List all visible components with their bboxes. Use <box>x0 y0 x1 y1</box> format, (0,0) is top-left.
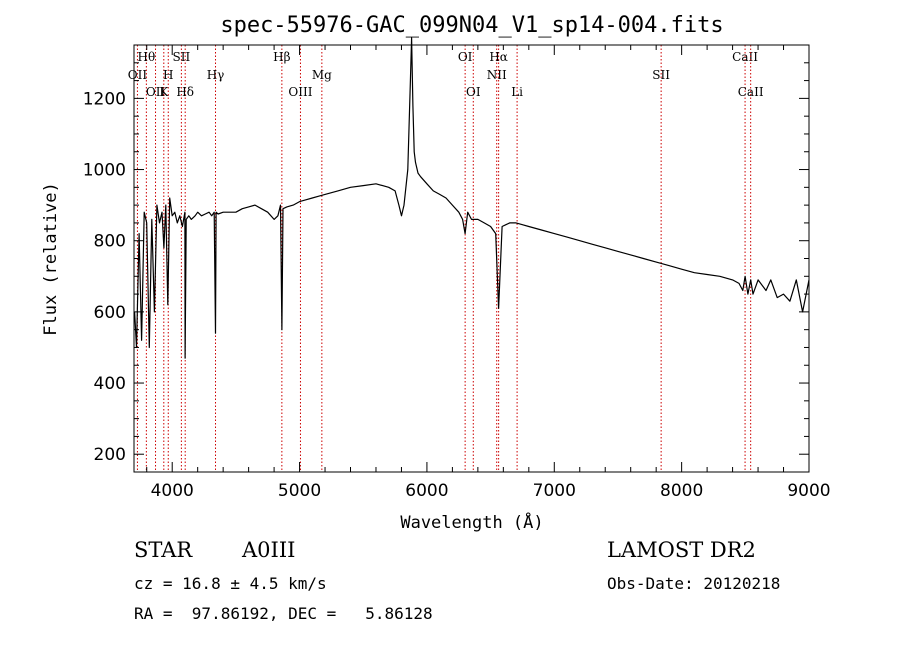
spectral-line-label: SII <box>652 68 670 82</box>
chart-title: spec-55976-GAC_099N04_V1_sp14-004.fits <box>220 13 723 38</box>
spectral-line-label: SII <box>173 50 191 64</box>
spectral-line-label: Li <box>511 85 523 99</box>
spectral-line-label: Hα <box>489 50 508 64</box>
y-tick-label: 1000 <box>83 161 126 181</box>
observation-date: Obs-Date: 20120218 <box>607 574 781 593</box>
spectral-line-label: Hβ <box>273 50 290 64</box>
x-axis-label: Wavelength (Å) <box>400 511 543 533</box>
spectral-line-label: H <box>163 68 173 82</box>
coordinates: RA = 97.86192, DEC = 5.86128 <box>134 604 433 623</box>
y-tick-label: 200 <box>94 445 126 465</box>
spectral-line-label: OIII <box>288 85 312 99</box>
redshift-value: cz = 16.8 ± 4.5 km/s <box>134 574 327 593</box>
spectral-line-label: Hθ <box>138 50 156 64</box>
y-tick-label: 600 <box>94 303 126 323</box>
x-tick-label: 4000 <box>151 481 194 501</box>
y-tick-label: 800 <box>94 232 126 252</box>
x-tick-label: 6000 <box>405 481 448 501</box>
spectrum-line <box>134 37 810 359</box>
y-tick-label: 1200 <box>83 89 126 109</box>
spectral-line-label: Hγ <box>207 68 225 82</box>
x-tick-label: 5000 <box>278 481 321 501</box>
x-tick-label: 8000 <box>660 481 703 501</box>
spectral-line-label: Mg <box>312 68 332 82</box>
x-tick-label: 9000 <box>787 481 830 501</box>
survey-name: LAMOST DR2 <box>607 538 756 562</box>
object-subclass: A0III <box>242 538 296 562</box>
spectral-line-label: CaII <box>738 85 764 99</box>
y-axis-label: Flux (relative) <box>41 182 61 336</box>
spectral-line-label: Hδ <box>176 85 194 99</box>
y-tick-label: 400 <box>94 374 126 394</box>
plot-frame <box>133 44 810 473</box>
spectral-line-label: OI <box>466 85 481 99</box>
spectral-line-label: K <box>159 85 169 99</box>
x-tick-label: 7000 <box>533 481 576 501</box>
spectral-line-label: OII <box>128 68 148 82</box>
spectral-line-label: OI <box>458 50 473 64</box>
spectral-line-label: OII <box>146 85 166 99</box>
object-class: STAR <box>134 538 193 562</box>
spectral-line-label: NII <box>487 68 507 82</box>
spectral-line-label: CaII <box>732 50 758 64</box>
